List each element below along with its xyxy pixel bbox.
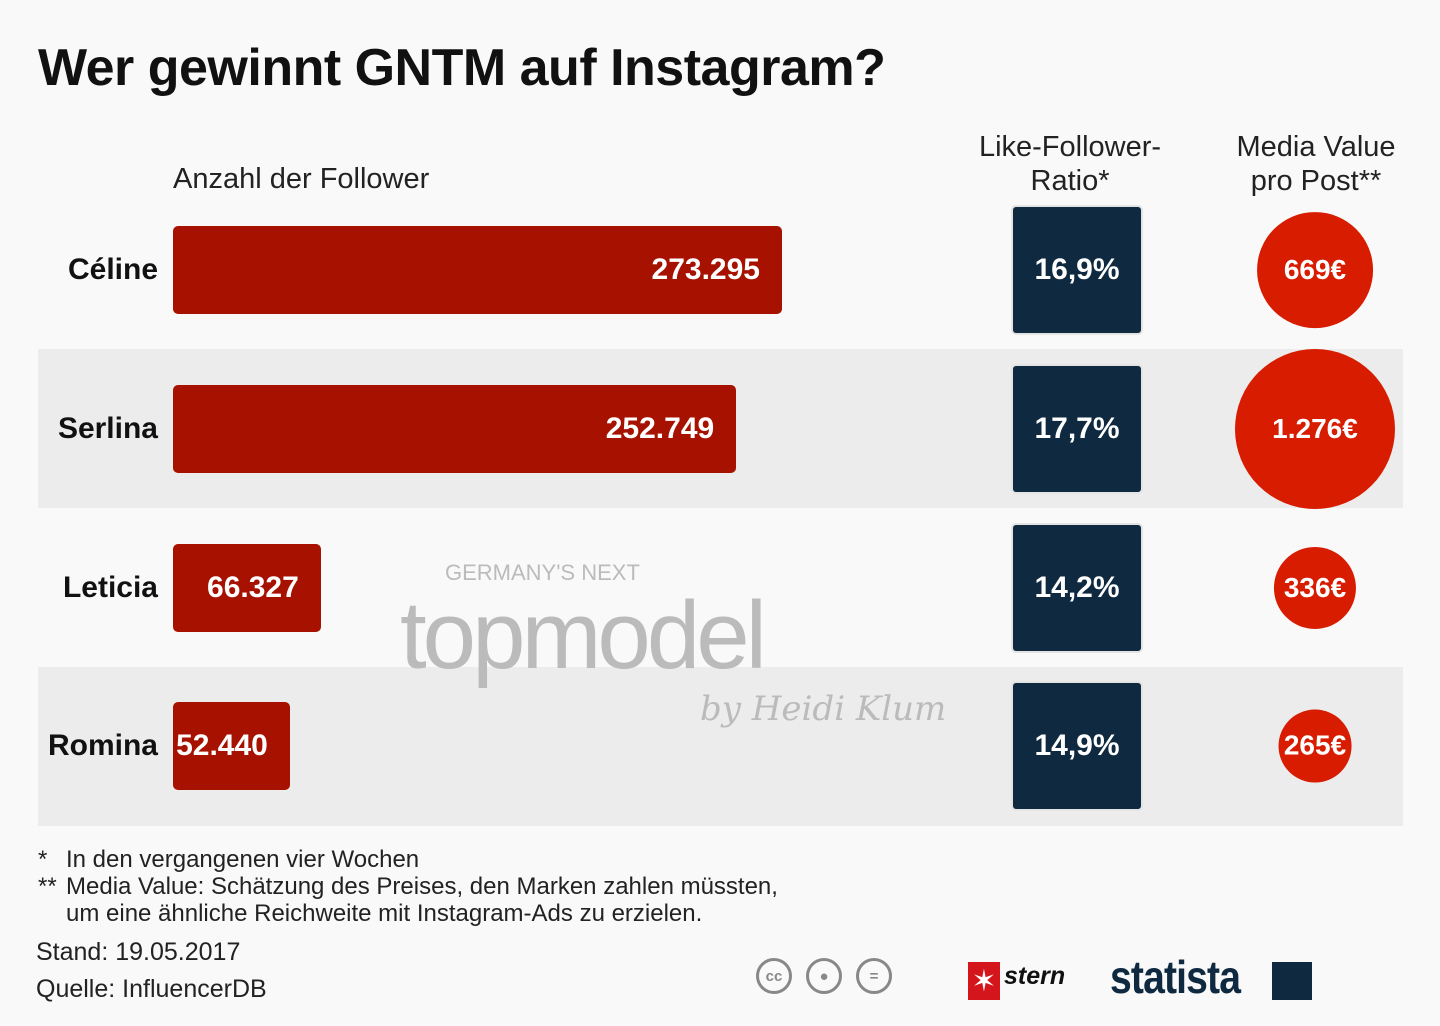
- media-value-label: 265€: [1283, 729, 1347, 761]
- footnotes: * In den vergangenen vier Wochen ** Media …: [38, 846, 778, 927]
- header-ratio-line2: Ratio*: [1030, 165, 1110, 197]
- ratio-value-label: 14,2%: [1034, 571, 1120, 604]
- footnote-mark: **: [38, 873, 57, 900]
- footnote-mark: [38, 900, 66, 927]
- ratio-box: 14,2%: [1013, 525, 1141, 651]
- statista-mark-icon: [1272, 962, 1312, 1000]
- media-value-circle: 265€: [1278, 709, 1352, 783]
- stern-star-icon: ✶: [968, 962, 1000, 1000]
- attribution-icon[interactable]: ●: [806, 958, 842, 994]
- ratio-value-label: 17,7%: [1034, 412, 1120, 445]
- media-value-circle: 336€: [1273, 546, 1357, 630]
- footnote-text: Media Value: Schätzung des Preises, den …: [66, 873, 778, 900]
- follower-value-label: 252.749: [605, 412, 715, 445]
- media-value-label: 336€: [1283, 571, 1347, 603]
- stern-logo: stern: [1004, 962, 1066, 990]
- follower-bar: 273.295: [173, 226, 782, 314]
- source: Quelle: InfluencerDB: [36, 975, 267, 1003]
- follower-bar: 66.327: [173, 544, 321, 632]
- category-label: Romina: [47, 729, 158, 762]
- header-media-value: Media Value pro Post**: [1200, 130, 1432, 198]
- media-value-label: 669€: [1283, 254, 1347, 285]
- header-ratio: Like-Follower- Ratio*: [950, 130, 1190, 198]
- header-ratio-line1: Like-Follower-: [978, 131, 1162, 163]
- ratio-box: 14,9%: [1013, 683, 1141, 809]
- date-stand: Stand: 19.05.2017: [36, 938, 241, 966]
- statista-logo: statista: [1110, 951, 1241, 1003]
- ratio-value-label: 16,9%: [1034, 253, 1120, 286]
- watermark-line1: GERMANY'S NEXT: [445, 560, 640, 585]
- media-value-label: 1.276€: [1272, 412, 1358, 444]
- header-media-line2: pro Post**: [1250, 165, 1382, 197]
- media-value-circle: 669€: [1257, 212, 1373, 328]
- footnote: um eine ähnliche Reichweite mit Instagra…: [38, 900, 778, 927]
- follower-value-label: 66.327: [207, 571, 299, 604]
- header-media-line1: Media Value: [1236, 131, 1396, 163]
- cc-icon[interactable]: cc: [756, 958, 792, 994]
- follower-value-label: 273.295: [651, 253, 760, 286]
- ratio-box: 16,9%: [1013, 207, 1141, 333]
- header-followers: Anzahl der Follower: [173, 163, 430, 195]
- footnote-mark: *: [38, 846, 48, 873]
- follower-bar: 252.749: [173, 385, 737, 473]
- footnote: * In den vergangenen vier Wochen: [38, 846, 778, 873]
- no-derivatives-icon[interactable]: =: [856, 958, 892, 994]
- footnote: ** Media Value: Schätzung des Preises, de…: [38, 873, 778, 900]
- chart-title: Wer gewinnt GNTM auf Instagram?: [38, 39, 886, 97]
- follower-value-label: 52.440: [176, 729, 268, 762]
- footnote-text: In den vergangenen vier Wochen: [66, 846, 420, 873]
- category-label: Serlina: [57, 412, 158, 445]
- category-label: Céline: [67, 253, 158, 286]
- footnote-text: um eine ähnliche Reichweite mit Instagra…: [66, 900, 703, 927]
- ratio-value-label: 14,9%: [1034, 729, 1120, 762]
- follower-bar: 52.440: [173, 702, 290, 790]
- media-value-circle: 1.276€: [1234, 348, 1396, 510]
- category-label: Leticia: [62, 571, 158, 604]
- ratio-box: 17,7%: [1013, 366, 1141, 492]
